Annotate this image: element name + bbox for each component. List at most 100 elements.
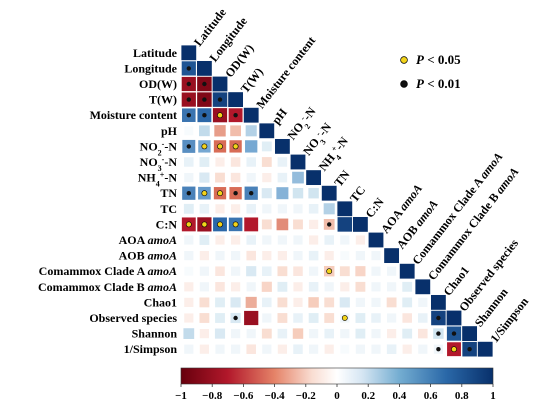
sig-dot-p05 <box>341 315 348 321</box>
cell-shannon-tn <box>324 328 334 339</box>
cell-ph-moisture-content <box>245 125 257 137</box>
cell-observed-species-comammox-clade-b-amoa <box>418 313 428 323</box>
sig-dot-p05 <box>201 143 208 150</box>
cell-aob-amoa-t-w <box>231 251 241 261</box>
cell-shannon-comammox-clade-b-amoa <box>418 328 428 339</box>
cell-comammox-clade-a-amoa-t-w <box>231 266 241 276</box>
cell-observed-species-no2-n <box>277 313 288 323</box>
row-label-no2-n: NO2--N <box>140 139 178 157</box>
cell-observed-species-ph <box>262 313 272 323</box>
cell-chao1-latitude <box>184 297 194 307</box>
sig-dot-p01 <box>186 191 191 196</box>
cell-aoa-amoa-moisture-content <box>246 235 256 245</box>
cell-aob-amoa-ph <box>262 251 272 261</box>
cell-shannon-aob-amoa <box>387 329 397 339</box>
row-label-aob-amoa: AOB amoA <box>119 249 177 263</box>
cell-moisture-content-moisture-content <box>243 107 259 123</box>
cell-tc-od-w <box>215 204 225 214</box>
cell-aoa-amoa-nh4-n <box>309 235 319 245</box>
cell-chao1-moisture-content <box>245 296 257 308</box>
row-label-1-simpson: 1/Simpson <box>124 342 178 356</box>
legend-marker-p05 <box>400 56 408 64</box>
row-label-c-n: C:N <box>156 217 178 231</box>
cell-observed-species-od-w <box>215 313 225 323</box>
cell-shannon-longitude <box>199 329 209 339</box>
cell-comammox-clade-b-amoa-tn <box>324 282 334 292</box>
colorbar-tick-label: 0.6 <box>424 390 438 402</box>
cell-tc-longitude <box>199 204 210 214</box>
cell-no3-n-moisture-content <box>246 157 256 167</box>
cell-tc-tn <box>323 203 335 215</box>
cell-tc-no2-n <box>277 204 287 214</box>
row-label-tc: TC <box>160 202 177 216</box>
cell-tc-latitude <box>183 203 194 214</box>
cell-c-n-c-n <box>352 216 368 232</box>
cell-aob-amoa-c-n <box>355 251 365 261</box>
cell-tn-tn <box>321 185 337 201</box>
cell-no3-n-no3-n <box>290 154 306 170</box>
cell-comammox-clade-a-amoa-nh4-n <box>309 266 319 276</box>
cell-aob-amoa-aoa-amoa <box>371 251 381 261</box>
cell-comammox-clade-a-amoa-moisture-content <box>246 266 257 277</box>
sig-dot-p05 <box>217 143 223 150</box>
cell-aob-amoa-no2-n <box>277 251 287 261</box>
cell-observed-species-aoa-amoa <box>371 313 381 323</box>
sig-dot-p01 <box>467 347 472 352</box>
cell-observed-species-moisture-content <box>244 310 259 326</box>
cell-chao1-no3-n <box>293 297 303 307</box>
sig-dot-p01 <box>186 97 191 102</box>
row-label-aoa-amoa: AOA amoA <box>119 233 177 247</box>
row-label-ph: pH <box>161 124 178 138</box>
row-label-latitude: Latitude <box>133 46 178 60</box>
cell-comammox-clade-b-amoa-moisture-content <box>246 282 256 292</box>
sig-dot-p05 <box>185 221 192 228</box>
cell-no3-n-ph <box>261 157 272 167</box>
cell-chao1-od-w <box>215 297 225 308</box>
sig-dot-p05 <box>217 112 223 119</box>
cell-aoa-amoa-no3-n <box>293 235 303 245</box>
cell-chao1-tn <box>324 297 335 308</box>
cell-tn-no3-n <box>292 187 304 199</box>
cell-tc-nh4-n <box>308 204 319 214</box>
cell-shannon-t-w <box>231 329 241 339</box>
cell-chao1-comammox-clade-b-amoa <box>418 297 428 307</box>
sig-dot-p01 <box>202 113 207 118</box>
cell-shannon-latitude <box>183 328 195 339</box>
sig-dot-p01 <box>436 315 441 321</box>
colorbar-tick-label: 0 <box>334 390 340 402</box>
cell-no2-n-no2-n <box>274 138 290 154</box>
cell-1-simpson-t-w <box>231 344 241 354</box>
cell-observed-species-tn <box>324 313 335 323</box>
sig-dot-p01 <box>186 81 191 87</box>
sig-dot-p05 <box>217 221 223 228</box>
cell-aob-amoa-longitude <box>199 251 209 261</box>
colorbar: −1 −0.8 −0.6 −0.4 −0.2 0 0.2 0.4 0.6 0.8 1 <box>175 367 496 402</box>
sig-dot-p01 <box>233 315 238 321</box>
cell-aoa-amoa-tc <box>340 235 350 245</box>
cell-1-simpson-moisture-content <box>246 344 256 354</box>
cell-shannon-aoa-amoa <box>371 329 381 339</box>
cell-tc-ph <box>262 204 272 214</box>
cell-comammox-clade-b-amoa-comammox-clade-a-amoa <box>402 281 413 292</box>
cell-aob-amoa-tn <box>324 251 334 261</box>
cell-aoa-amoa-tn <box>324 235 334 245</box>
cell-comammox-clade-b-amoa-od-w <box>215 282 225 292</box>
cell-tn-no2-n <box>276 187 289 200</box>
cell-1-simpson-comammox-clade-b-amoa <box>418 344 428 354</box>
sig-dot-p01 <box>217 97 223 102</box>
cell-chao1-ph <box>262 297 272 308</box>
cell-comammox-clade-b-amoa-t-w <box>231 282 241 292</box>
cell-aob-amoa-aob-amoa <box>384 248 400 264</box>
cell-tc-t-w <box>231 204 241 214</box>
cell-1-simpson-ph <box>262 344 272 354</box>
cell-comammox-clade-b-amoa-latitude <box>184 282 194 292</box>
row-label-tn: TN <box>160 186 177 200</box>
cell-chao1-no2-n <box>277 297 288 308</box>
cell-comammox-clade-b-amoa-nh4-n <box>308 282 319 292</box>
cell-aob-amoa-tc <box>340 251 350 261</box>
cell-1-simpson-tc <box>340 344 350 354</box>
cell-1-simpson-comammox-clade-a-amoa <box>402 344 412 354</box>
cell-tn-nh4-n <box>308 187 319 199</box>
